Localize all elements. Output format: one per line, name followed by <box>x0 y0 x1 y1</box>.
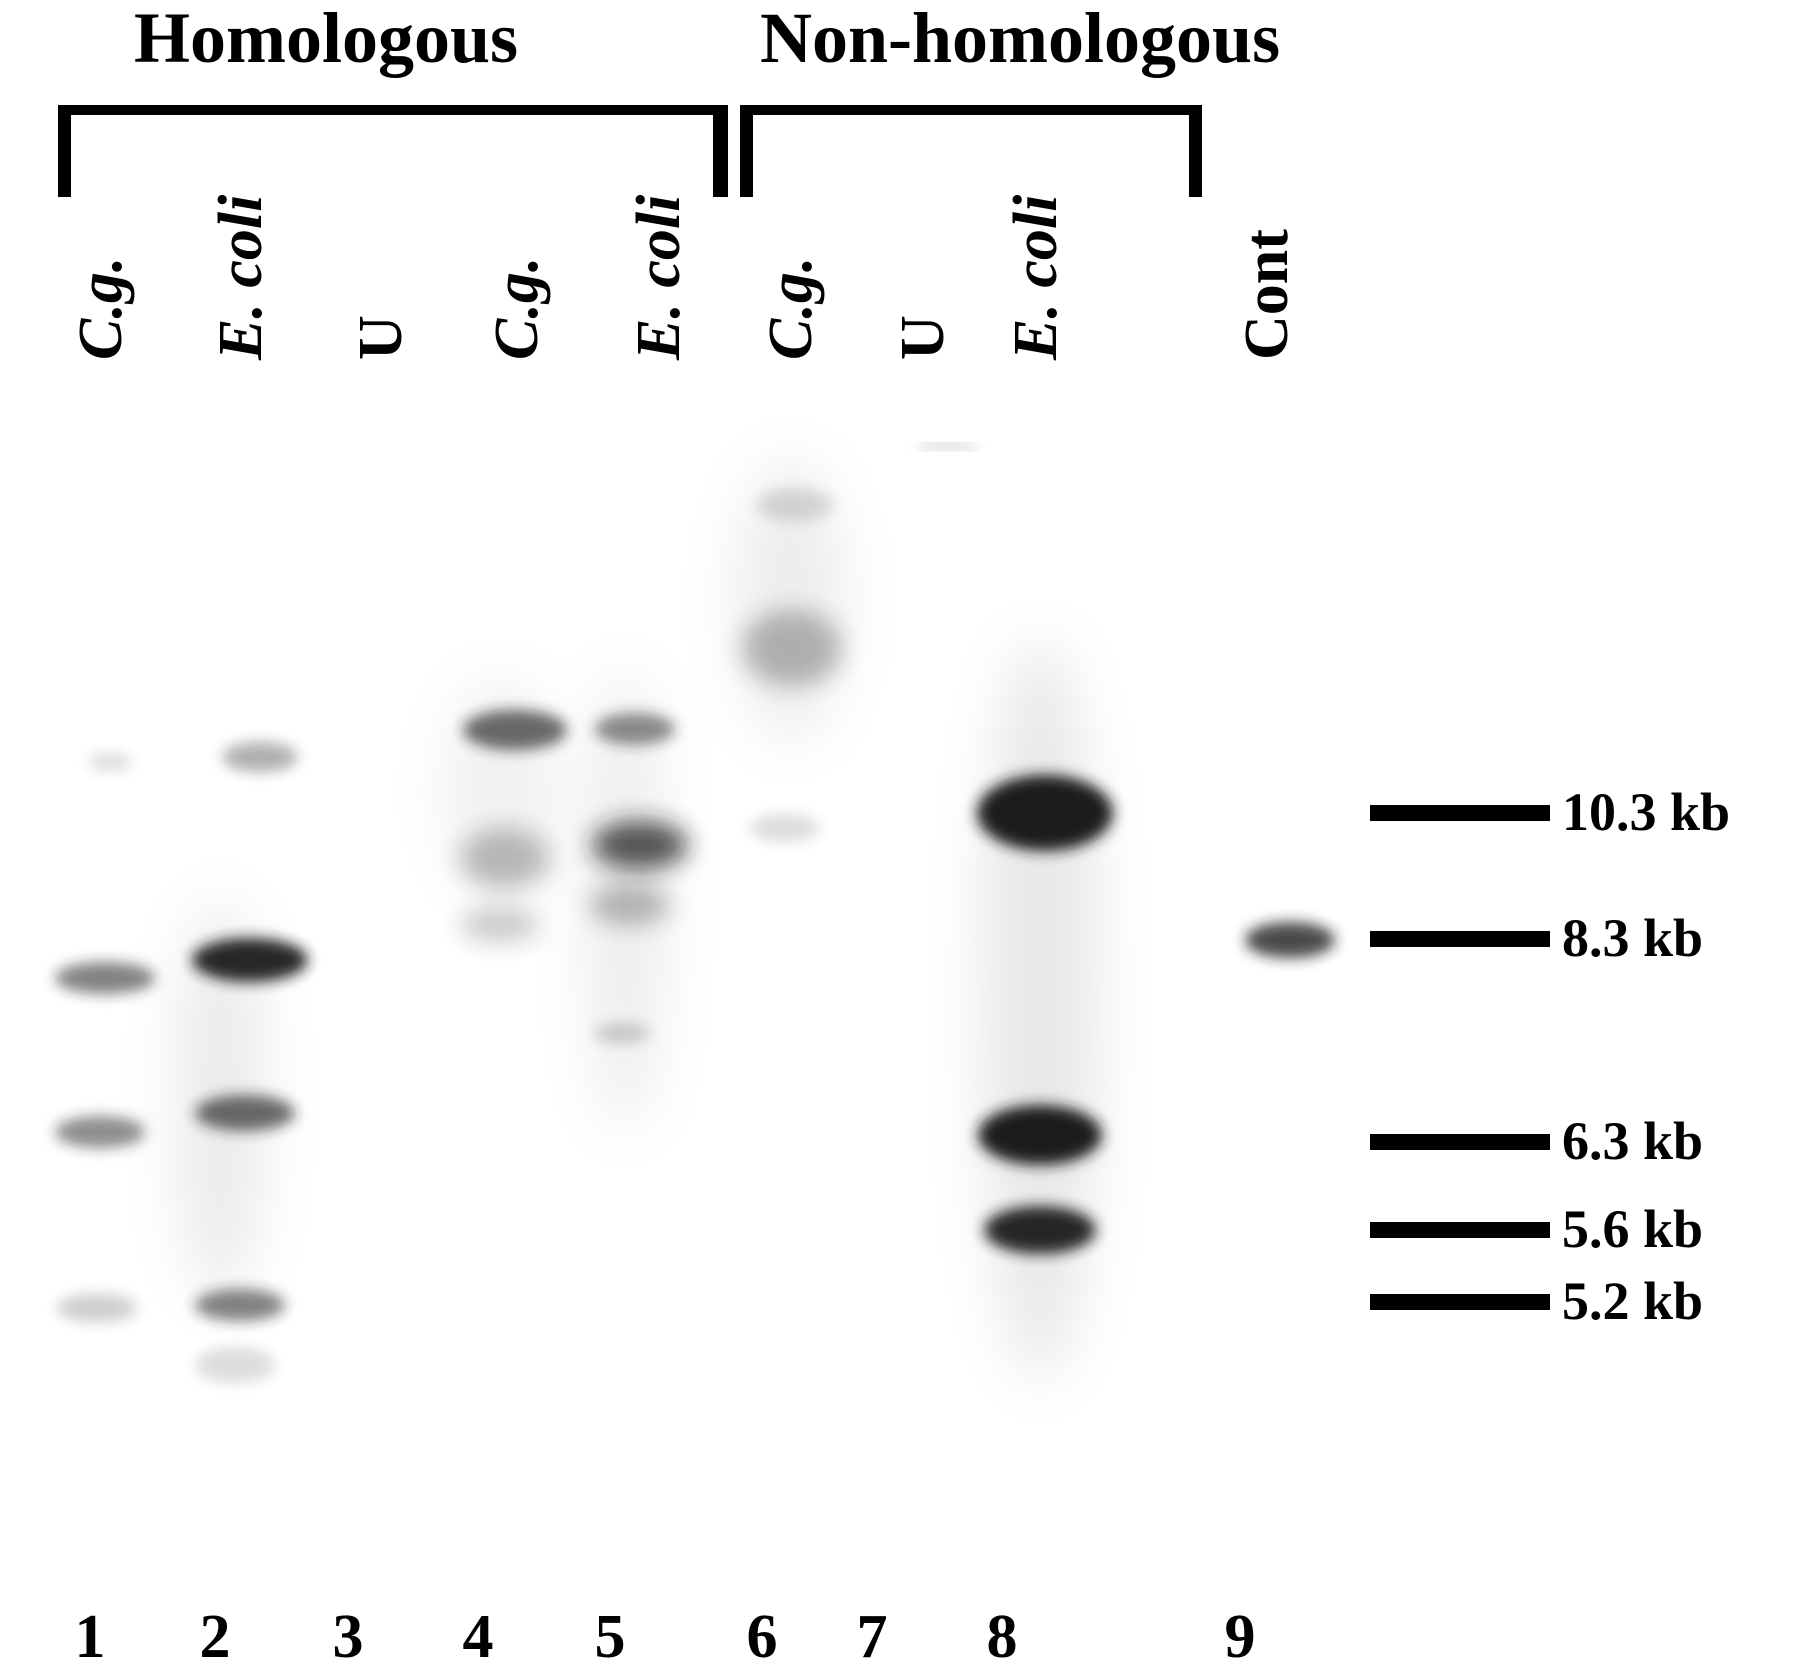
band-lane2-a <box>222 742 298 772</box>
lane-number-8: 8 <box>986 1603 1018 1671</box>
band-lane4-c <box>460 907 540 943</box>
marker-label-5-2: 5.2 kb <box>1562 1271 1704 1331</box>
group-title-homologous: Homologous <box>134 0 519 78</box>
lane-number-9: 9 <box>1224 1603 1256 1671</box>
lane-label-1: C.g. <box>67 256 135 360</box>
lane-label-9: Cont <box>1233 229 1301 360</box>
lane-number-1: 1 <box>74 1603 106 1671</box>
marker-tick-10-3 <box>1370 805 1550 821</box>
lane-label-6: C.g. <box>757 256 825 360</box>
size-marker-ticks <box>1370 805 1550 1310</box>
marker-tick-5-2 <box>1370 1294 1550 1310</box>
lane-label-2: E. coli <box>207 194 275 360</box>
band-lane5-d <box>594 1023 650 1043</box>
band-lane1-d <box>57 1294 137 1322</box>
gel-bands <box>55 444 1335 1383</box>
band-lane2-d <box>195 1289 285 1321</box>
band-lane5-b <box>592 821 688 869</box>
band-lane7-artifact <box>920 444 975 449</box>
bracket-non-homologous <box>740 105 1202 197</box>
group-title-non-homologous: Non-homologous <box>760 0 1281 78</box>
band-lane1-c <box>55 1116 145 1148</box>
marker-label-10-3: 10.3 kb <box>1562 782 1731 842</box>
lane-number-6: 6 <box>746 1603 778 1671</box>
marker-tick-6-3 <box>1370 1134 1550 1150</box>
lane-label-4: C.g. <box>483 256 551 360</box>
marker-label-5-6: 5.6 kb <box>1562 1199 1704 1259</box>
band-lane1-b <box>55 962 155 994</box>
band-lane4-b <box>460 828 550 888</box>
band-lane8-a <box>977 775 1113 851</box>
band-lane1-a <box>88 753 132 771</box>
band-lane9-control <box>1245 922 1335 958</box>
band-lane6-a <box>757 489 833 521</box>
band-lane8-c <box>984 1206 1096 1254</box>
marker-label-6-3: 6.3 kb <box>1562 1111 1704 1171</box>
band-lane2-e <box>195 1347 275 1383</box>
bracket-homologous <box>58 105 728 197</box>
lane-label-5: E. coli <box>625 194 693 360</box>
marker-label-8-3: 8.3 kb <box>1562 908 1704 968</box>
lane-number-4: 4 <box>462 1603 494 1671</box>
band-lane8-b <box>978 1105 1102 1165</box>
lane-number-7: 7 <box>856 1603 888 1671</box>
band-lane2-c <box>195 1095 295 1131</box>
band-lane4-a <box>463 710 567 750</box>
marker-tick-8-3 <box>1370 931 1550 947</box>
marker-tick-5-6 <box>1370 1222 1550 1238</box>
lane-label-3: U <box>347 315 415 360</box>
lane-number-2: 2 <box>199 1603 231 1671</box>
lane-number-3: 3 <box>332 1603 364 1671</box>
lane-number-5: 5 <box>594 1603 626 1671</box>
lane-label-8: E. coli <box>1002 194 1070 360</box>
band-lane6-b <box>742 610 842 686</box>
band-lane2-b <box>192 938 308 982</box>
band-lane6-c <box>750 814 820 842</box>
band-lane5-c <box>590 885 670 925</box>
lane-label-7: U <box>889 315 957 360</box>
band-lane5-a <box>595 713 675 745</box>
